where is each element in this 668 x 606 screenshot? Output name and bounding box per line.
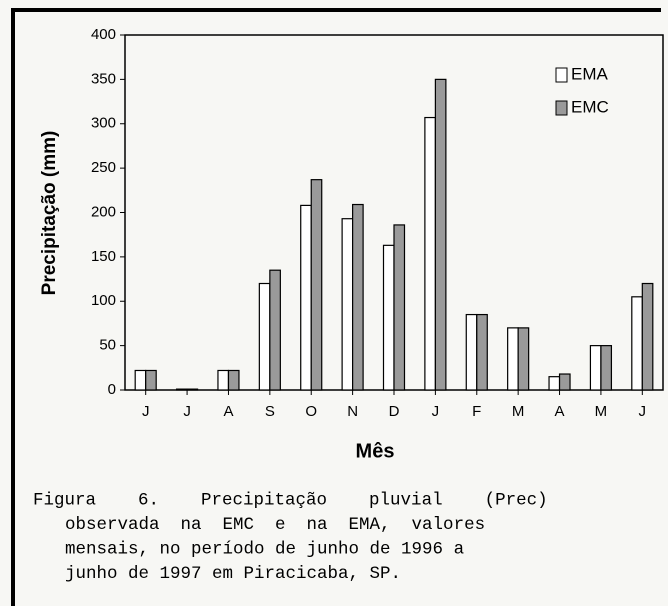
bar (631, 296, 643, 391)
y-tick-label: 100 (91, 292, 116, 309)
bar (217, 369, 230, 391)
bar (352, 203, 364, 391)
bar (434, 78, 447, 391)
page-border (11, 8, 661, 606)
caption-line: Figura 6. Precipitação pluvial (Prec) (33, 491, 548, 511)
y-tick-label: 300 (91, 115, 116, 132)
legend-swatch (555, 67, 568, 83)
x-tick-label: F (472, 403, 481, 420)
bar (382, 244, 395, 391)
y-axis-label: Precipitação (mm) (39, 131, 60, 296)
y-tick-label: 250 (91, 159, 116, 176)
bar (641, 282, 654, 391)
x-tick-label: O (305, 403, 317, 420)
legend-label: EMA (571, 64, 609, 83)
legend-label: EMC (571, 97, 609, 116)
y-tick-label: 50 (99, 337, 116, 354)
caption-line: mensais, no período de junho de 1996 a (65, 540, 464, 560)
x-tick-label: A (223, 403, 233, 420)
bar (476, 313, 488, 391)
bar (145, 369, 157, 391)
x-tick-label: J (432, 403, 440, 420)
bar (300, 204, 312, 391)
bar (424, 116, 436, 391)
bar (186, 388, 199, 391)
x-tick-label: J (639, 403, 647, 420)
y-tick-label: 350 (91, 70, 116, 87)
bar (341, 218, 354, 391)
bar (600, 345, 613, 391)
x-tick-label: J (142, 403, 150, 420)
bar (310, 179, 323, 391)
x-tick-label: A (555, 403, 565, 420)
x-tick-label: M (512, 403, 525, 420)
bar (589, 345, 602, 391)
x-axis-label: Mês (356, 440, 395, 462)
y-tick-label: 0 (108, 381, 116, 398)
bar (507, 327, 519, 391)
legend-swatch (555, 100, 568, 116)
bar (175, 388, 188, 391)
bar (465, 313, 478, 391)
bar (269, 269, 281, 391)
bar (258, 282, 271, 391)
x-tick-label: S (265, 403, 275, 420)
caption-line: junho de 1997 em Piracicaba, SP. (65, 564, 401, 584)
x-tick-label: J (183, 403, 191, 420)
bar (393, 224, 406, 391)
bar (548, 376, 561, 391)
x-tick-label: N (347, 403, 358, 420)
x-tick-label: D (389, 403, 400, 420)
y-tick-label: 400 (91, 26, 116, 43)
bar (558, 373, 571, 391)
bar (227, 369, 240, 391)
bar (134, 369, 147, 391)
x-tick-label: M (595, 403, 608, 420)
caption-line: observada na EMC e na EMA, valores (65, 515, 485, 535)
y-tick-label: 200 (91, 203, 116, 220)
y-tick-label: 150 (91, 248, 116, 265)
bar (517, 327, 530, 391)
